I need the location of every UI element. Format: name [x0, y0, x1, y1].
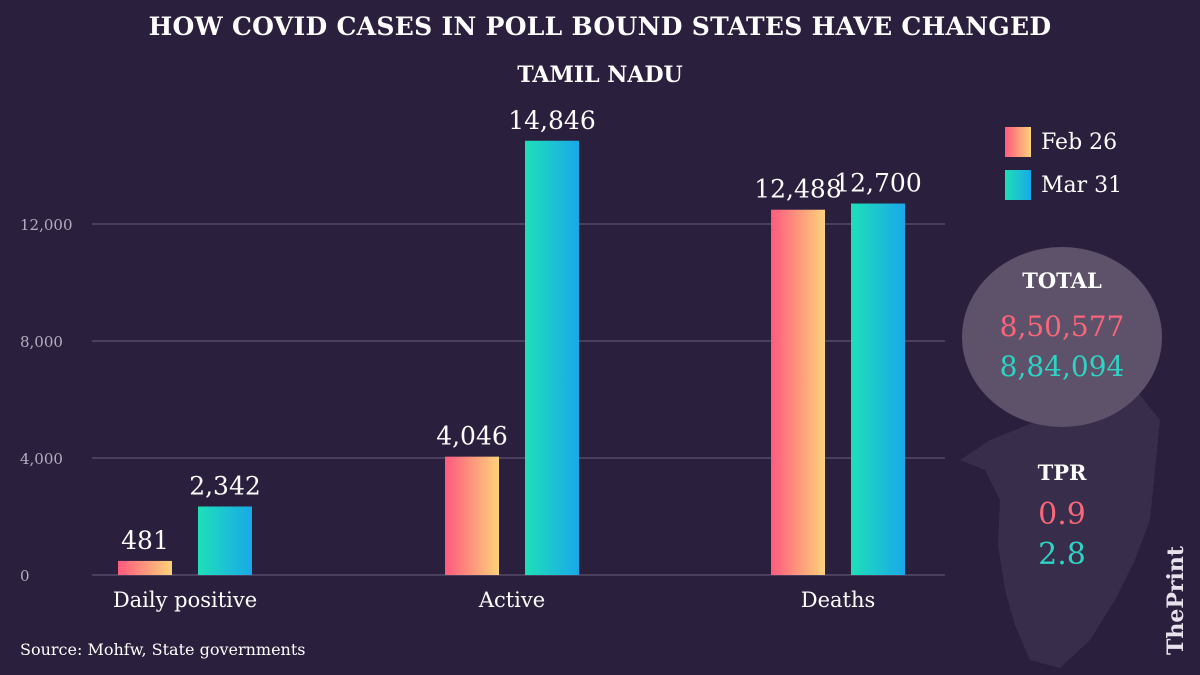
brand-logo: ThePrint [1163, 545, 1189, 655]
x-tick-label: Deaths [801, 588, 876, 612]
bar-feb26-active [445, 456, 499, 575]
legend-item-feb26: Feb 26 [1005, 127, 1117, 157]
tpr-feb26-value: 0.9 [1038, 497, 1086, 532]
y-tick-label: 4,000 [20, 450, 63, 468]
bar-value-label: 4,046 [436, 422, 508, 451]
bar-feb26-daily-positive [118, 560, 172, 575]
x-tick-label: Daily positive [113, 588, 257, 612]
bar-mar31-active [525, 140, 579, 575]
chart-title: HOW COVID CASES IN POLL BOUND STATES HAV… [148, 12, 1052, 41]
legend-item-mar31: Mar 31 [1005, 170, 1122, 200]
tpr-label: TPR [1037, 460, 1087, 485]
bar-mar31-deaths [851, 203, 905, 575]
bar-value-label: 12,700 [834, 169, 921, 198]
total-mar31-value: 8,84,094 [999, 350, 1125, 383]
tpr-mar31-value: 2.8 [1038, 537, 1086, 572]
source-note: Source: Mohfw, State governments [20, 640, 306, 659]
legend-swatch-mar31 [1005, 170, 1031, 200]
y-tick-label: 8,000 [20, 333, 63, 351]
bar-mar31-daily-positive [198, 506, 252, 575]
total-circle [962, 247, 1162, 427]
bar-value-label: 481 [121, 526, 169, 555]
bar-value-label: 2,342 [189, 471, 261, 500]
legend-label-mar31: Mar 31 [1041, 172, 1123, 198]
bar-value-label: 12,488 [754, 175, 841, 204]
total-label: TOTAL [1022, 268, 1102, 293]
legend-label-feb26: Feb 26 [1041, 129, 1118, 155]
y-tick-label: 0 [20, 567, 30, 585]
chart-subtitle: TAMIL NADU [517, 62, 683, 88]
legend-swatch-feb26 [1005, 127, 1031, 157]
bar-feb26-deaths [771, 209, 825, 575]
total-feb26-value: 8,50,577 [999, 310, 1125, 343]
x-tick-label: Active [478, 588, 545, 612]
bar-chart: 0 4,000 8,000 12,000 481 2,342 Daily positive 4… [20, 106, 945, 612]
bar-value-label: 14,846 [508, 106, 595, 135]
y-tick-label: 12,000 [20, 216, 73, 234]
